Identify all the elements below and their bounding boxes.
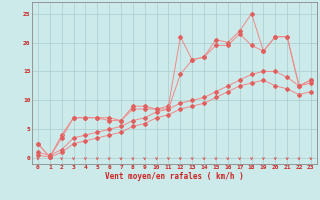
X-axis label: Vent moyen/en rafales ( km/h ): Vent moyen/en rafales ( km/h ) <box>105 172 244 181</box>
